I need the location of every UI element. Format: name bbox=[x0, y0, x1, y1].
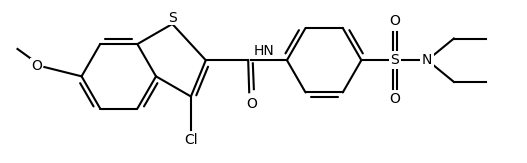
Text: O: O bbox=[389, 92, 401, 106]
Text: HN: HN bbox=[253, 44, 274, 58]
Text: Cl: Cl bbox=[184, 133, 198, 147]
Text: N: N bbox=[422, 53, 432, 67]
Text: S: S bbox=[391, 53, 399, 67]
Text: O: O bbox=[31, 59, 42, 73]
Text: O: O bbox=[246, 97, 257, 111]
Text: S: S bbox=[168, 11, 177, 25]
Text: O: O bbox=[389, 14, 401, 28]
